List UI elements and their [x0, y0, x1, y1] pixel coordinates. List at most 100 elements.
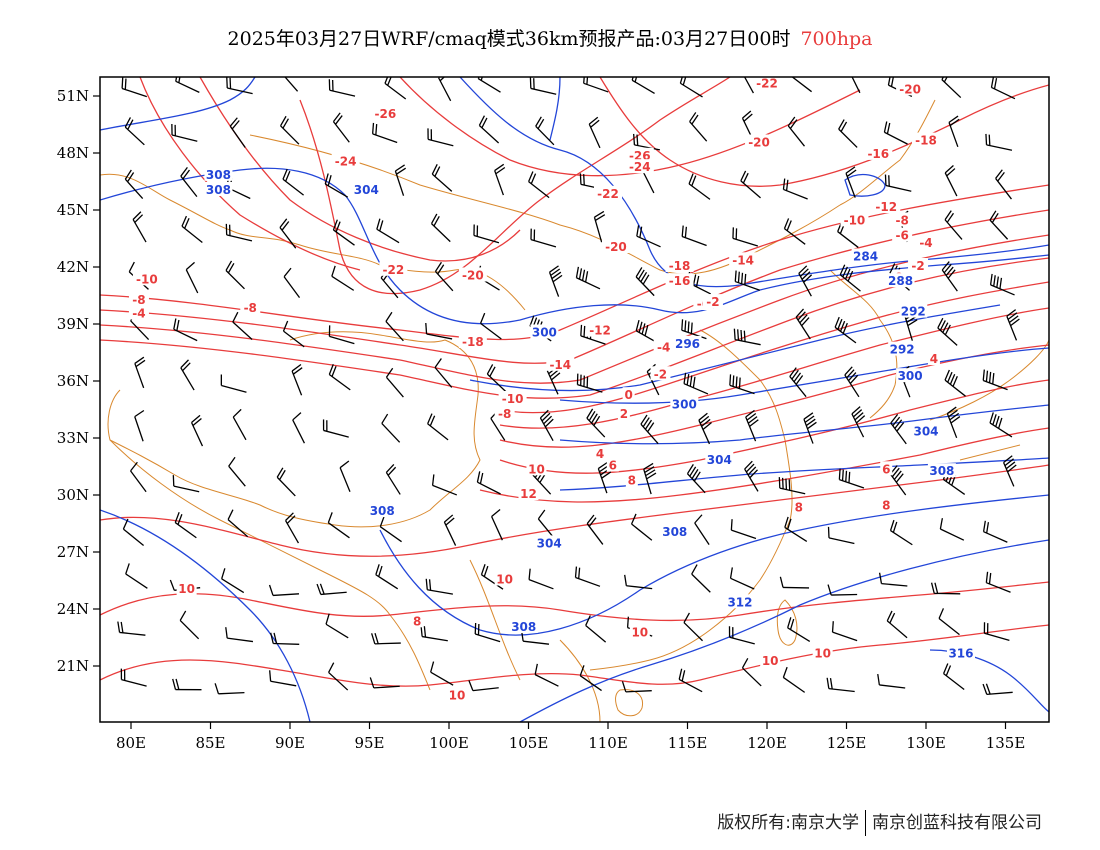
lon-tick-label: 125E — [827, 734, 867, 752]
temperature-label: -14 — [549, 358, 571, 372]
lon-tick-label: 80E — [116, 734, 146, 752]
height-label: 308 — [662, 525, 687, 539]
wind-barb — [121, 77, 148, 98]
lon-tick-label: 85E — [195, 734, 225, 752]
temperature-label: -2 — [911, 259, 924, 273]
lat-tick-label: 27N — [57, 543, 89, 561]
wind-barb — [948, 115, 960, 148]
lon-tick-label: 135E — [986, 734, 1026, 752]
temperature-label-bg — [665, 273, 694, 288]
temperature-label: -26 — [375, 107, 397, 121]
temperature-label-bg — [586, 322, 615, 337]
wind-barb — [282, 320, 305, 348]
wind-barb — [134, 356, 146, 389]
wind-barb — [982, 369, 1008, 391]
temperature-label-bg — [128, 292, 149, 307]
temperature-label-bg — [760, 653, 781, 668]
height-label: 308 — [929, 464, 954, 478]
lat-tick-label: 24N — [57, 600, 89, 618]
wind-barb — [678, 668, 703, 693]
wind-barb — [834, 316, 857, 344]
wind-barb — [890, 413, 907, 445]
temperature-label-bg — [880, 461, 893, 476]
wind-barb — [225, 223, 253, 242]
wind-barb — [384, 77, 407, 100]
height-label: 304 — [537, 536, 562, 550]
temperature-label-bg — [745, 134, 774, 149]
wind-barb — [787, 116, 805, 147]
height-label: 316 — [948, 647, 973, 661]
lon-tick-label: 130E — [906, 734, 946, 752]
wind-barb — [430, 213, 451, 243]
height-label-bg — [673, 335, 702, 350]
wind-barb — [478, 115, 500, 144]
wind-barb — [728, 626, 755, 645]
wind-barb — [324, 173, 349, 198]
wind-barb — [694, 514, 710, 546]
temperature-label: 10 — [528, 462, 545, 476]
lat-tick-label: 51N — [57, 87, 89, 105]
height-label-bg — [851, 248, 880, 263]
wind-barb — [803, 412, 817, 444]
height-contours — [100, 77, 1049, 722]
wind-barb — [784, 516, 808, 542]
temperature-label-bg — [840, 212, 869, 227]
wind-barb — [689, 112, 708, 142]
wind-barb — [369, 677, 400, 689]
wind-barb — [381, 413, 401, 443]
wind-barb — [586, 408, 606, 438]
wind-barb — [633, 133, 661, 151]
wind-barb — [729, 374, 755, 395]
temperature-label-bg — [916, 235, 936, 250]
wind-barb — [688, 173, 711, 200]
temperature-label: -20 — [899, 82, 921, 96]
temperature-label-bg — [176, 581, 197, 595]
temperature-label-bg — [458, 334, 487, 348]
wind-barb — [328, 364, 351, 391]
temperature-label-bg — [729, 252, 758, 267]
wind-barb — [214, 683, 245, 695]
wind-barb — [385, 463, 401, 495]
temperature-label: -22 — [756, 77, 778, 91]
wind-barb — [291, 364, 303, 396]
wind-barb — [575, 266, 601, 290]
wind-barb — [838, 468, 865, 489]
wind-barb — [795, 308, 811, 340]
wind-barb — [425, 578, 453, 595]
temperature-label: -24 — [335, 155, 357, 169]
wind-barb — [480, 564, 504, 590]
temperature-label-bg — [880, 497, 893, 512]
height-label: 300 — [672, 398, 697, 412]
taiwan-outline — [776, 599, 798, 646]
wind-barb — [732, 227, 759, 247]
wind-barb — [878, 572, 908, 587]
wind-barb — [130, 461, 147, 493]
wind-barb — [283, 267, 301, 299]
longitude-axis: 80E 85E 90E 95E 100E 105E 110E 115E 120E 125E 130E… — [116, 722, 1025, 752]
wind-barb — [434, 261, 454, 292]
temperature-label-bg — [379, 261, 408, 276]
wind-barb — [292, 412, 306, 444]
wind-barb — [851, 77, 861, 94]
temperature-label-bg — [753, 77, 781, 90]
height-label-bg — [204, 182, 233, 196]
wind-barb — [328, 662, 349, 691]
height-label-bg — [509, 619, 538, 633]
wind-barb — [741, 657, 762, 687]
height-label-bg — [204, 166, 233, 181]
height-label: 308 — [511, 620, 536, 634]
lat-tick-label: 30N — [57, 486, 89, 504]
height-label: 312 — [727, 595, 752, 609]
wind-barb — [494, 163, 506, 196]
wind-barb — [782, 178, 808, 200]
wind-barb — [529, 77, 557, 95]
wind-barb — [826, 677, 855, 693]
wind-barb — [322, 419, 349, 438]
wind-barb — [946, 406, 961, 439]
temperature-label: -16 — [867, 147, 889, 161]
wind-barb — [427, 413, 449, 441]
temperature-label-bg — [622, 387, 635, 402]
temperature-label: -10 — [844, 213, 866, 227]
plot-frame — [99, 76, 1050, 723]
